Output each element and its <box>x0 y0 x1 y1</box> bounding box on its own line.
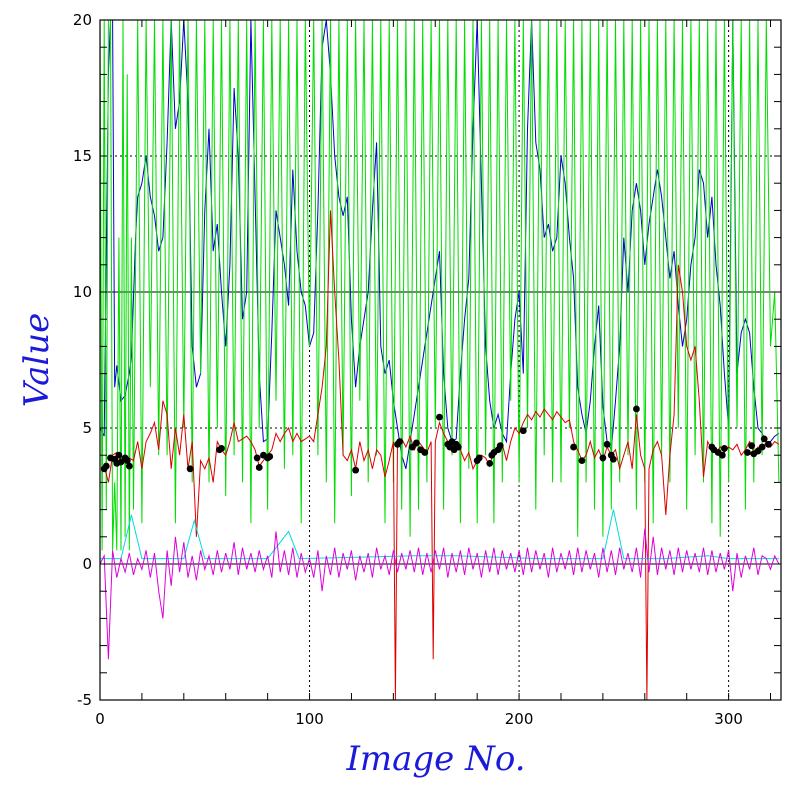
x-axis-title: Image No. <box>345 739 525 779</box>
series-line-3 <box>103 210 780 700</box>
marker-point <box>718 451 726 459</box>
marker-point <box>496 442 504 450</box>
marker-point <box>413 439 420 447</box>
marker-point <box>186 465 194 473</box>
x-tick-label: 300 <box>714 710 743 728</box>
y-tick-label: 15 <box>73 147 92 165</box>
marker-point <box>475 454 483 462</box>
minor-ticks <box>100 20 781 700</box>
marker-point <box>633 405 640 413</box>
marker-point <box>765 440 772 448</box>
marker-point <box>578 457 586 465</box>
marker-point <box>218 445 225 452</box>
marker-point <box>748 442 756 450</box>
marker-point <box>760 435 768 443</box>
y-axis-title: Value <box>17 313 57 408</box>
series-line-2 <box>100 20 780 551</box>
x-tick-label: 100 <box>295 710 324 728</box>
marker-point <box>758 443 766 451</box>
marker-point <box>253 454 261 462</box>
series-line-4 <box>100 509 779 560</box>
series-layer <box>100 20 780 700</box>
marker-point <box>744 449 751 456</box>
marker-point <box>117 458 125 466</box>
y-tick-label: 5 <box>82 419 92 437</box>
marker-point <box>266 453 274 460</box>
marker-point <box>570 443 577 451</box>
y-tick-label: 20 <box>73 11 92 29</box>
marker-point <box>408 443 416 451</box>
y-tick-label: 0 <box>82 555 92 573</box>
plot-frame <box>99 19 782 701</box>
marker-point <box>609 455 617 463</box>
x-tick-label: 0 <box>95 710 105 728</box>
marker-point <box>454 443 462 451</box>
marker-point <box>603 440 611 448</box>
marker-point <box>436 413 443 421</box>
marker-point <box>352 466 360 474</box>
y-tick-label: 10 <box>73 283 92 301</box>
marker-point <box>396 438 404 445</box>
marker-point <box>125 462 133 470</box>
x-tick-labels: 0 100 200 300 <box>95 710 743 728</box>
y-tick-label: -5 <box>77 691 92 709</box>
marker-point <box>255 464 263 471</box>
marker-point <box>123 457 131 465</box>
series-line-5 <box>100 528 780 660</box>
x-tick-label: 200 <box>505 710 534 728</box>
y-tick-labels: -5 0 5 10 15 20 <box>73 11 92 709</box>
marker-point <box>599 454 607 462</box>
marker-layer <box>100 405 772 474</box>
marker-point <box>721 445 728 452</box>
marker-point <box>115 451 123 459</box>
marker-point <box>519 427 527 435</box>
marker-point <box>102 462 110 470</box>
marker-point <box>486 459 494 467</box>
marker-point <box>421 449 429 456</box>
marker-point <box>754 447 762 455</box>
